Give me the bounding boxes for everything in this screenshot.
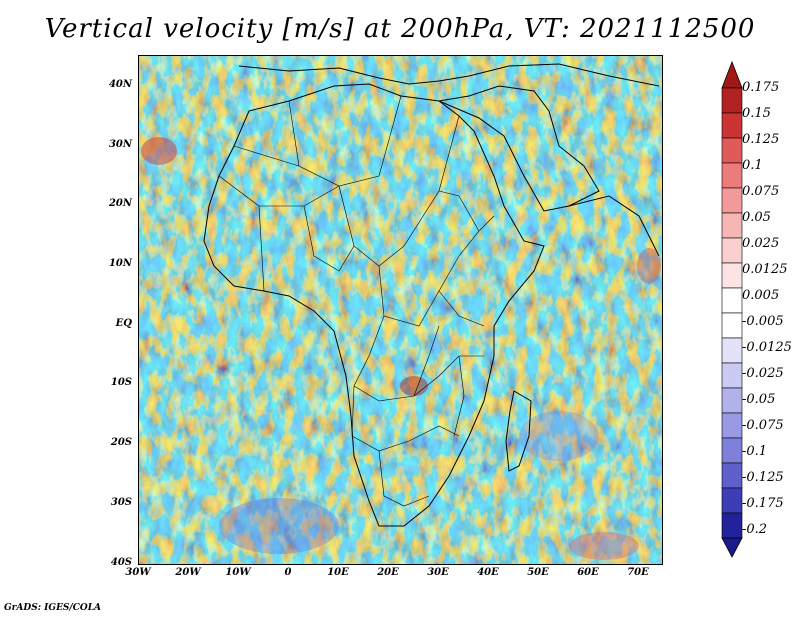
lon-label: 20W <box>175 567 201 578</box>
colorbar-segment <box>721 237 743 264</box>
colorbar-segment <box>721 137 743 164</box>
colorbar-segment <box>721 512 743 539</box>
colorbar-label: 0.0125 <box>742 262 788 277</box>
lat-label: 20S <box>110 437 132 448</box>
map-panel <box>138 55 663 565</box>
lon-label: 70E <box>627 567 649 578</box>
colorbar-segment <box>721 387 743 414</box>
lon-label: 30W <box>125 567 151 578</box>
colorbar-label: -0.005 <box>742 314 784 329</box>
colorbar-segment <box>721 212 743 239</box>
lon-label: 20E <box>377 567 399 578</box>
colorbar-label: 0.1 <box>742 158 763 173</box>
colorbar-label: 0.005 <box>742 288 780 303</box>
lat-label: 10S <box>110 377 132 388</box>
lon-label: 40E <box>477 567 499 578</box>
colorbar-segment <box>721 187 743 214</box>
colorbar-segment <box>721 287 743 314</box>
colorbar-label: -0.125 <box>742 470 784 485</box>
colorbar-label: -0.05 <box>742 392 776 407</box>
downdraft-patch <box>519 411 599 461</box>
lon-label: 50E <box>527 567 549 578</box>
colorbar-label: 0.05 <box>742 210 771 225</box>
updraft-patch <box>400 376 428 396</box>
lat-label: 40S <box>110 557 132 568</box>
colorbar-label: -0.1 <box>742 444 768 459</box>
updraft-patch <box>637 248 661 284</box>
colorbar-label: -0.025 <box>742 366 784 381</box>
colorbar-bottom-cap <box>721 537 743 558</box>
lat-label: 10N <box>108 258 132 269</box>
colorbar-segment <box>721 487 743 514</box>
colorbar <box>721 60 743 558</box>
colorbar-segment <box>721 462 743 489</box>
lat-label: EQ <box>115 318 132 329</box>
lon-label: 10W <box>225 567 251 578</box>
colorbar-segment <box>721 162 743 189</box>
lon-label: 10E <box>327 567 349 578</box>
lat-label: 40N <box>108 79 132 90</box>
colorbar-segment <box>721 112 743 139</box>
colorbar-segment <box>721 412 743 439</box>
colorbar-label: 0.175 <box>742 80 780 95</box>
vertical-velocity-field <box>139 56 662 564</box>
madagascar <box>505 390 532 472</box>
colorbar-label: 0.075 <box>742 184 780 199</box>
colorbar-label: -0.0125 <box>742 340 792 355</box>
colorbar-label: 0.125 <box>742 132 780 147</box>
lat-label: 30N <box>108 139 132 150</box>
colorbar-segment <box>721 87 743 114</box>
colorbar-top-cap <box>721 60 743 89</box>
page-title: Vertical velocity [m/s] at 200hPa, VT: 2… <box>44 14 756 44</box>
lon-label: 60E <box>577 567 599 578</box>
colorbar-label: -0.2 <box>742 522 768 537</box>
updraft-patch <box>569 532 639 560</box>
colorbar-segment <box>721 312 743 339</box>
colorbar-label: -0.075 <box>742 418 784 433</box>
colorbar-label: 0.025 <box>742 236 780 251</box>
arabian-peninsula <box>437 85 600 212</box>
lon-label: 30E <box>427 567 449 578</box>
colorbar-label: 0.15 <box>742 106 771 121</box>
colorbar-label: -0.175 <box>742 496 784 511</box>
lat-label: 30S <box>110 497 132 508</box>
colorbar-segment <box>721 362 743 389</box>
colorbar-segment <box>721 262 743 289</box>
updraft-patch <box>141 137 177 165</box>
country-borders <box>218 95 495 507</box>
grads-credit: GrADS: IGES/COLA <box>4 603 102 613</box>
downdraft-patch <box>219 498 339 554</box>
colorbar-segment <box>721 337 743 364</box>
lat-label: 20N <box>108 198 132 209</box>
lon-label: 0 <box>284 567 292 578</box>
colorbar-segment <box>721 437 743 464</box>
